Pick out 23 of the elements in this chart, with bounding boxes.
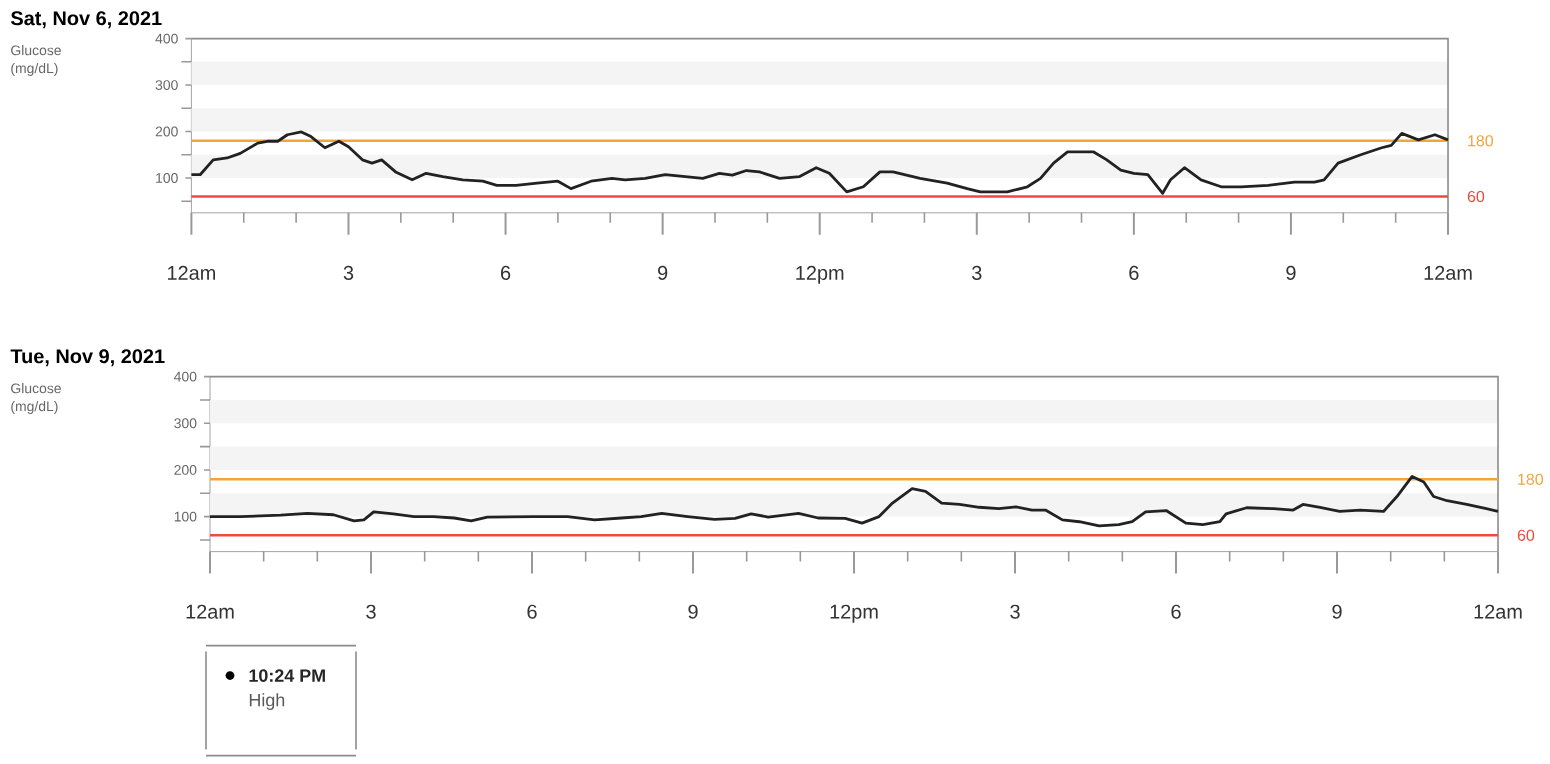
x-tick-label: 9 [1286, 265, 1296, 280]
x-tick-label: 6 [527, 604, 537, 619]
x-tick-label: 9 [688, 604, 698, 619]
x-tick-label: 6 [1129, 265, 1139, 280]
text: 10:24 PM [249, 669, 325, 682]
x-tick-label: 12am [186, 604, 234, 619]
x-tick-label: 3 [1010, 604, 1020, 619]
x-tick-label: 9 [658, 265, 668, 280]
line-series [208, 475, 1500, 528]
x-tick-label: 9 [1332, 604, 1342, 619]
x-tick-label: 3 [971, 265, 982, 280]
text: High [249, 693, 285, 710]
x-tick-label: 12am [1474, 604, 1522, 619]
x-tick-label: 12am [168, 265, 215, 280]
x-tick-label: 12pm [796, 265, 844, 284]
chart-title: Sat, Nov 6, 2021 [10, 11, 162, 29]
x-tick-label: 12am [1424, 265, 1472, 280]
x-tick-label: 12pm [830, 604, 878, 623]
x-tick-label: 6 [1171, 604, 1181, 619]
x-tick-label: 3 [343, 265, 354, 280]
chart-title: Tue, Nov 9, 2021 [10, 349, 165, 367]
x-tick-label: 3 [366, 604, 376, 619]
x-tick-label: 6 [501, 265, 511, 280]
